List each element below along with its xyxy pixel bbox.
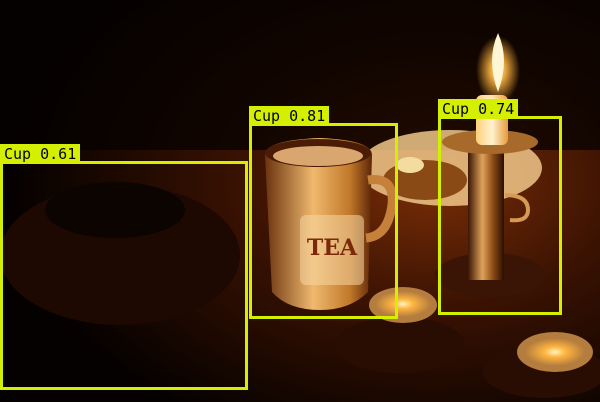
mug-label-panel <box>300 215 364 285</box>
tealight-glow-right <box>525 338 585 366</box>
detection-box-cup: Cup 0.61 <box>0 144 248 390</box>
detection-label: Cup 0.81 <box>249 106 330 126</box>
detection-box-cup: Cup 0.81 <box>249 106 398 319</box>
detection-box-cup: Cup 0.74 <box>438 99 562 315</box>
food-highlight <box>396 157 424 173</box>
candle-flame <box>492 33 504 92</box>
tealight-dish <box>335 317 465 373</box>
tealight-glow <box>375 291 431 317</box>
candle-holder-handle <box>504 193 531 223</box>
detection-label: Cup 0.61 <box>0 144 81 164</box>
dark-cake <box>45 182 185 238</box>
candle-holder-stem <box>468 150 504 280</box>
detection-label: Cup 0.74 <box>438 99 519 119</box>
mug-liquid <box>273 146 363 166</box>
mug-handle <box>365 175 397 243</box>
mug-print: TEA <box>307 235 358 261</box>
